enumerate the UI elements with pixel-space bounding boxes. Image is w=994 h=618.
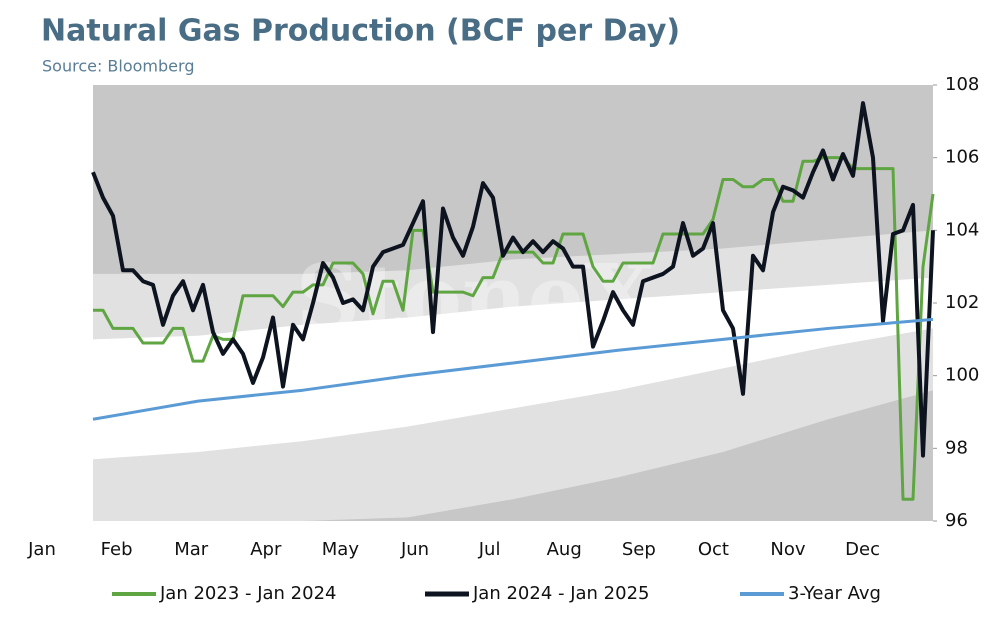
legend-item: 3-Year Avg bbox=[740, 583, 881, 604]
x-tick-label: Sep bbox=[622, 539, 656, 560]
legend-label: Jan 2023 - Jan 2024 bbox=[159, 583, 337, 604]
legend-label: 3-Year Avg bbox=[788, 583, 881, 604]
y-tick-label: 100 bbox=[945, 365, 979, 386]
x-tick-label: Aug bbox=[547, 539, 582, 560]
y-tick-label: 108 bbox=[945, 74, 979, 95]
x-tick-label: Mar bbox=[174, 539, 209, 560]
chart-subtitle: Source: Bloomberg bbox=[42, 57, 194, 76]
y-tick-label: 98 bbox=[945, 437, 968, 458]
series-line bbox=[92, 317, 934, 421]
x-tick-label: Jan bbox=[27, 539, 56, 560]
x-tick-label: Feb bbox=[101, 539, 133, 560]
x-tick-label: Oct bbox=[698, 539, 729, 560]
x-tick-label: May bbox=[322, 539, 360, 560]
y-tick-label: 102 bbox=[945, 292, 979, 313]
x-tick-label: Jul bbox=[478, 539, 501, 560]
x-tick-label: Dec bbox=[845, 539, 880, 560]
band-area bbox=[93, 390, 933, 521]
legend-item: Jan 2023 - Jan 2024 bbox=[112, 583, 337, 604]
legend-label: Jan 2024 - Jan 2025 bbox=[472, 583, 650, 604]
x-tick-label: Jun bbox=[400, 539, 429, 560]
chart-title: Natural Gas Production (BCF per Day) bbox=[41, 14, 680, 49]
y-tick-label: 106 bbox=[945, 147, 979, 168]
legend-item: Jan 2024 - Jan 2025 bbox=[425, 583, 650, 604]
x-tick-label: Nov bbox=[770, 539, 805, 560]
y-tick-label: 104 bbox=[945, 219, 979, 240]
watermark: StoneX bbox=[295, 245, 654, 351]
series-line bbox=[91, 101, 935, 458]
x-tick-label: Apr bbox=[250, 539, 282, 560]
y-tick-label: 96 bbox=[945, 510, 968, 531]
